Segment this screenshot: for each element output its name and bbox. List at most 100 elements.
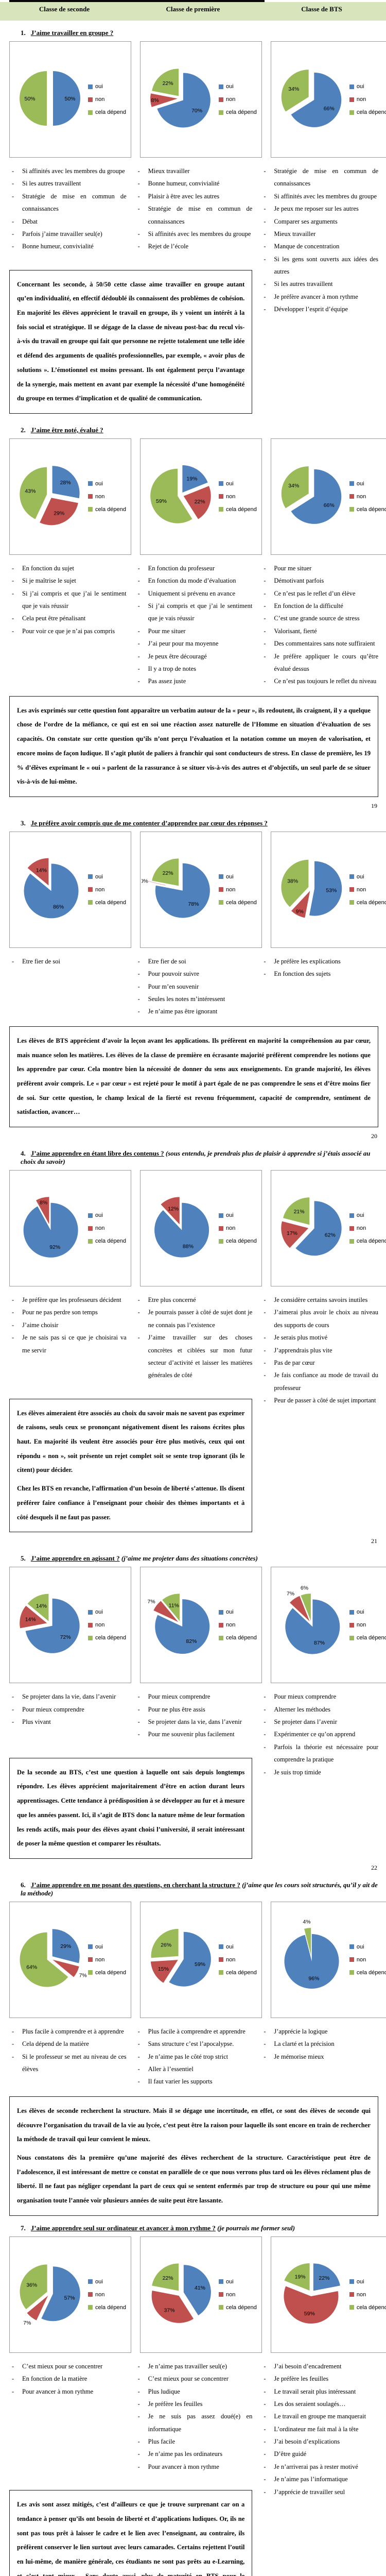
legend-label: non — [356, 493, 366, 500]
legend-item: oui — [349, 481, 386, 487]
list-item-text: Je préfère avancer à mon rythme — [274, 293, 358, 300]
list-item: - En fonction du mode d’évaluation — [135, 574, 253, 587]
pie-label-zero: 0% — [142, 878, 148, 885]
legend-item: non — [88, 1622, 126, 1628]
pie-label: 22% — [319, 2275, 329, 2281]
legend-swatch-icon — [349, 1239, 354, 1244]
dash-bullet-icon: - — [264, 615, 266, 622]
list-item-text: C’est mieux pour se concentrer — [148, 2375, 229, 2383]
analysis-box: Les élèves aimeraient être associés au c… — [9, 1398, 253, 1533]
chart-legend: oui non cela dépend — [218, 873, 257, 906]
legend-swatch-icon — [88, 84, 93, 89]
pie-slice-non — [150, 1960, 178, 1984]
dash-bullet-icon: - — [137, 2413, 140, 2420]
pie-label: 14% — [25, 1616, 36, 1622]
dash-bullet-icon: - — [137, 2362, 140, 2370]
question-note: (j’aime que les cours soit structurés, q… — [21, 1880, 378, 1897]
legend-label: cela dépend — [225, 1969, 257, 1976]
list-item: - Le travail serait plus intéressant — [261, 2385, 378, 2398]
legend-swatch-icon — [349, 1213, 354, 1218]
list-item: - Développer l’esprit d’équipe — [261, 303, 378, 315]
list-item: - Cela peut être pénalisant — [9, 612, 127, 624]
list-item: - Pour mieux comprendre — [9, 1703, 127, 1716]
list-item: - En fonction du sujet — [9, 562, 127, 574]
pie-label: 14% — [36, 1603, 47, 1609]
list-item: - Si affinités avec les membres du groupe — [261, 190, 378, 202]
bullet-list-bts: - Je considère certains savoirs inutiles -… — [261, 1294, 378, 1406]
pie-label: 19% — [186, 476, 197, 482]
dash-bullet-icon: - — [264, 1334, 266, 1342]
chart-box-seconde: 72% 14% 14% oui non cela dépend — [9, 1567, 131, 1684]
dash-bullet-icon: - — [264, 2362, 266, 2370]
legend-swatch-icon — [88, 1622, 93, 1628]
pie-label: 41% — [195, 2285, 205, 2291]
chart-box-première: 70% 8% 22% oui non cela dépend — [139, 41, 262, 158]
bullets-grid: - Je préfère que les professeurs décident… — [9, 1292, 378, 1536]
legend-swatch-icon — [218, 1622, 223, 1628]
list-item: - Les dos seraient soulagés… — [261, 2398, 378, 2410]
list-item: - Je n’aime pas être ignorant — [135, 1005, 253, 1018]
legend-swatch-icon — [218, 1957, 223, 1962]
list-item-text: Pour m’en souvenir — [148, 982, 199, 990]
list-item-text: Si j’ai compris et que j’ai le sentiment… — [22, 589, 127, 610]
dash-bullet-icon: - — [12, 2375, 14, 2383]
question-heading: 2. J’aime être noté, évalué ? — [9, 426, 378, 434]
list-item-text: Uniquement si prévenu en avance — [148, 589, 236, 597]
legend-item: cela dépend — [88, 109, 126, 115]
chart-box-première: 78% 22% 0% oui non cela dépend — [139, 831, 262, 948]
chart-box-BTS: 22% 59% 19% oui non cela dépend — [270, 2236, 386, 2353]
pie-slice-non — [284, 2286, 339, 2324]
list-item: - Rejet de l’école — [135, 240, 253, 252]
list-item-text: Si affinités avec les membres du groupe — [274, 192, 377, 200]
pie-label: 22% — [163, 2275, 173, 2281]
pie-label: 50% — [24, 96, 35, 102]
legend-label: oui — [225, 873, 234, 880]
dash-bullet-icon: - — [137, 2387, 140, 2395]
dash-bullet-icon: - — [137, 1008, 140, 1015]
pie-label: 14% — [36, 868, 47, 874]
analysis-paragraph: Les élèves de BTS apprécient d’avoir la … — [17, 1037, 371, 1116]
legend-item: non — [88, 494, 126, 500]
list-item: - Pour m’en souvenir — [135, 980, 253, 993]
legend-item: non — [218, 1622, 257, 1628]
question-number: 4. — [21, 1149, 26, 1158]
list-item-text: Si les autres travaillent — [22, 180, 81, 188]
legend-swatch-icon — [349, 1622, 354, 1628]
list-item: - Bonne humeur, convivialité — [9, 240, 127, 252]
list-item-text: Si je maîtrise le sujet — [22, 577, 76, 585]
list-item-text: Pour me situer — [274, 564, 312, 572]
charts-row: 92% 8% oui non cela dépend 88% 12% oui non cela d… — [9, 1170, 386, 1287]
list-item-text: Je serais plus motivé — [274, 1334, 328, 1342]
legend-item: oui — [88, 2279, 126, 2285]
list-item: - Pour avancer à mon rythme — [9, 2385, 127, 2398]
analysis-box: Les avis sont assez mitigés, c’est d’ail… — [9, 2490, 253, 2576]
legend-label: oui — [225, 1609, 234, 1616]
document-body: 1. J’aime travailler en groupe ? 50% 50% ou… — [0, 29, 386, 2576]
legend-swatch-icon — [218, 481, 223, 486]
pie-slice-oui — [284, 1934, 339, 1989]
dash-bullet-icon: - — [137, 2463, 140, 2470]
dash-bullet-icon: - — [12, 217, 14, 225]
list-item-text: Pour ne plus être assis — [148, 1705, 205, 1713]
dash-bullet-icon: - — [12, 564, 14, 572]
list-item-text: Si les autres travaillent — [274, 280, 333, 288]
list-item-text: Se projeter dans la vie, dans l’avenir — [148, 1718, 242, 1726]
list-item: - En fonction de la matière — [9, 2372, 127, 2385]
dash-bullet-icon: - — [12, 1309, 14, 1316]
legend-label: non — [356, 1956, 366, 1963]
list-item: - Pour mieux comprendre — [135, 1690, 253, 1703]
pie-label: 92% — [49, 1244, 60, 1250]
dash-bullet-icon: - — [12, 230, 14, 238]
list-item: - En fonction de la difficulté — [261, 600, 378, 612]
pie-slice-non — [153, 1601, 179, 1622]
list-item: - Expérimenter ce qu’on apprend — [261, 1728, 378, 1740]
legend-swatch-icon — [218, 507, 223, 512]
legend-label: cela dépend — [95, 2304, 126, 2311]
legend-item: oui — [88, 83, 126, 90]
dash-bullet-icon: - — [12, 1334, 14, 1342]
list-item-text: Bonne humeur, convivialité — [22, 243, 94, 250]
dash-bullet-icon: - — [264, 589, 266, 597]
legend-label: oui — [356, 873, 364, 880]
question-section: 7. J’aime apprendre seul sur ordinateur e… — [9, 2224, 386, 2576]
pie-label: 22% — [163, 870, 173, 876]
